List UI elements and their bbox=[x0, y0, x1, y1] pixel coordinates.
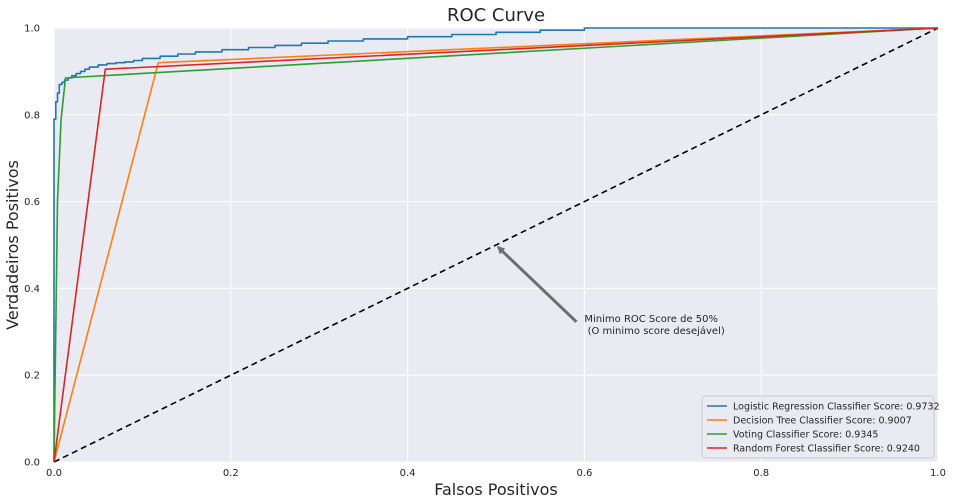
legend-label: Decision Tree Classifier Score: 0.9007 bbox=[733, 416, 912, 427]
y-tick-label: 0.4 bbox=[24, 284, 40, 295]
legend: Logistic Regression Classifier Score: 0.… bbox=[701, 395, 940, 459]
series-group bbox=[53, 27, 939, 463]
chart-title: ROC Curve bbox=[447, 5, 545, 26]
annotation-text-line1: Minimo ROC Score de 50% bbox=[584, 314, 718, 325]
y-axis-label: Verdadeiros Positivos bbox=[3, 160, 22, 330]
legend-box bbox=[701, 395, 935, 459]
y-tick-label: 0.6 bbox=[24, 197, 40, 208]
x-tick-label: 1.0 bbox=[930, 468, 946, 479]
voting-line bbox=[53, 27, 939, 463]
grid bbox=[53, 27, 939, 463]
tick-labels: 0.0 0.0 0.2 0.2 0.4 0.4 0.6 0.6 0.8 0.8 1.0 1.0 bbox=[24, 24, 946, 480]
y-tick-label: 0.0 bbox=[24, 458, 40, 469]
x-tick-label: 0.6 bbox=[576, 468, 592, 479]
annotation-arrow bbox=[496, 245, 578, 323]
reference-line bbox=[53, 27, 939, 463]
y-tick-label: 0.8 bbox=[24, 110, 40, 121]
y-tick-label: 0.2 bbox=[24, 371, 40, 382]
x-axis-label: Falsos Positivos bbox=[434, 480, 558, 499]
y-tick-label: 1.0 bbox=[24, 24, 40, 35]
annotation-text-line2: (O minimo score desejável) bbox=[584, 325, 724, 337]
legend-label: Random Forest Classifier Score: 0.9240 bbox=[733, 444, 920, 455]
legend-label: Logistic Regression Classifier Score: 0.… bbox=[733, 402, 940, 413]
annotation: Minimo ROC Score de 50% (O minimo score … bbox=[496, 245, 725, 337]
x-tick-label: 0.4 bbox=[400, 468, 416, 479]
decision-tree-line bbox=[53, 27, 939, 463]
random-forest-line bbox=[53, 27, 939, 463]
x-tick-label: 0.2 bbox=[223, 468, 239, 479]
x-tick-label: 0.0 bbox=[46, 468, 62, 479]
x-tick-label: 0.8 bbox=[753, 468, 769, 479]
legend-label: Voting Classifier Score: 0.9345 bbox=[733, 430, 878, 441]
